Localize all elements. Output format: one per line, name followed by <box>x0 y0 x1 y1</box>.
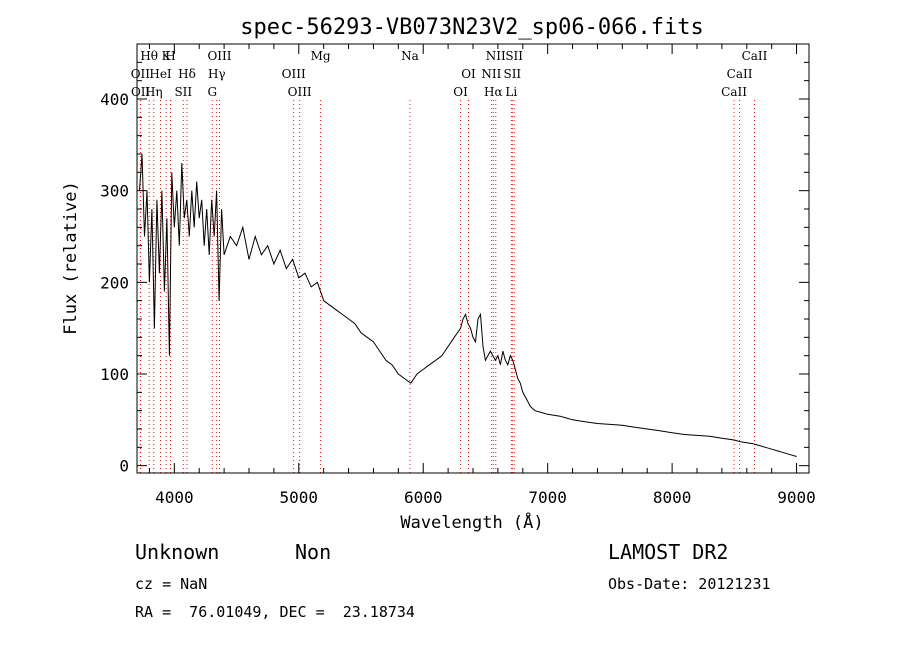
line-label: Na <box>401 49 419 63</box>
survey-text: LAMOST DR2 <box>608 540 729 564</box>
subclass-text: Non <box>295 540 332 564</box>
line-label: OIII <box>207 49 231 63</box>
x-tick-label: 5000 <box>280 488 319 507</box>
x-axis: 4000 5000 6000 7000 8000 9000 <box>148 44 816 507</box>
line-label: OII <box>131 67 151 81</box>
x-tick-label: 6000 <box>404 488 443 507</box>
line-label: HeI <box>149 67 172 81</box>
y-axis-label: Flux (relative) <box>61 181 81 335</box>
y-tick-label: 400 <box>100 90 129 109</box>
line-label: Hη <box>145 85 163 99</box>
line-label: Hδ <box>178 67 196 81</box>
redshift-text: cz = NaN <box>135 575 208 593</box>
chart-title: spec-56293-VB073N23V2_sp06-066.fits <box>240 15 704 40</box>
line-label: OIII <box>282 67 306 81</box>
line-label: H <box>165 49 175 63</box>
x-tick-label: 9000 <box>777 488 816 507</box>
line-label: CaII <box>742 49 768 63</box>
obs-date-text: Obs-Date: 20121231 <box>608 575 771 593</box>
line-label: OI <box>461 67 476 81</box>
line-label: SII <box>505 49 523 63</box>
x-tick-label: 4000 <box>155 488 194 507</box>
line-label: SII <box>503 67 521 81</box>
line-label: Hα <box>484 85 503 99</box>
line-label: NII <box>486 49 506 63</box>
y-tick-label: 200 <box>100 273 129 292</box>
line-label: K <box>162 49 172 63</box>
classification-text: Unknown <box>135 540 220 564</box>
x-tick-label: 8000 <box>653 488 692 507</box>
y-tick-label: 300 <box>100 182 129 201</box>
line-markers <box>139 100 755 473</box>
x-axis-label: Wavelength (Å) <box>400 511 543 533</box>
line-label: SII <box>174 85 192 99</box>
y-tick-label: 100 <box>100 365 129 384</box>
line-label: CaII <box>727 67 753 81</box>
plot-frame <box>136 43 810 474</box>
spectrum-line <box>139 153 797 457</box>
line-label: Hγ <box>208 67 226 81</box>
y-axis: 0 100 200 300 400 <box>100 61 809 476</box>
line-label: G <box>207 85 217 99</box>
coordinates-text: RA = 76.01049, DEC = 23.18734 <box>135 603 415 621</box>
line-label: Hθ <box>140 49 158 63</box>
line-label: CaII <box>721 85 747 99</box>
x-tick-label: 7000 <box>528 488 567 507</box>
line-labels: Hθ OII OII K HeI Hη HHδ SII OIII Hγ G Mg OIII OIII Na O… <box>131 49 768 99</box>
line-label: Li <box>505 85 517 99</box>
line-label: OII <box>131 85 151 99</box>
line-label: NII <box>481 67 501 81</box>
y-tick-label: 0 <box>119 457 129 476</box>
spectrum-chart: spec-56293-VB073N23V2_sp06-066.fits Hθ OI… <box>61 15 816 533</box>
line-label: OI <box>453 85 468 99</box>
line-label: OIII <box>288 85 312 99</box>
line-label: Mg <box>311 49 331 63</box>
